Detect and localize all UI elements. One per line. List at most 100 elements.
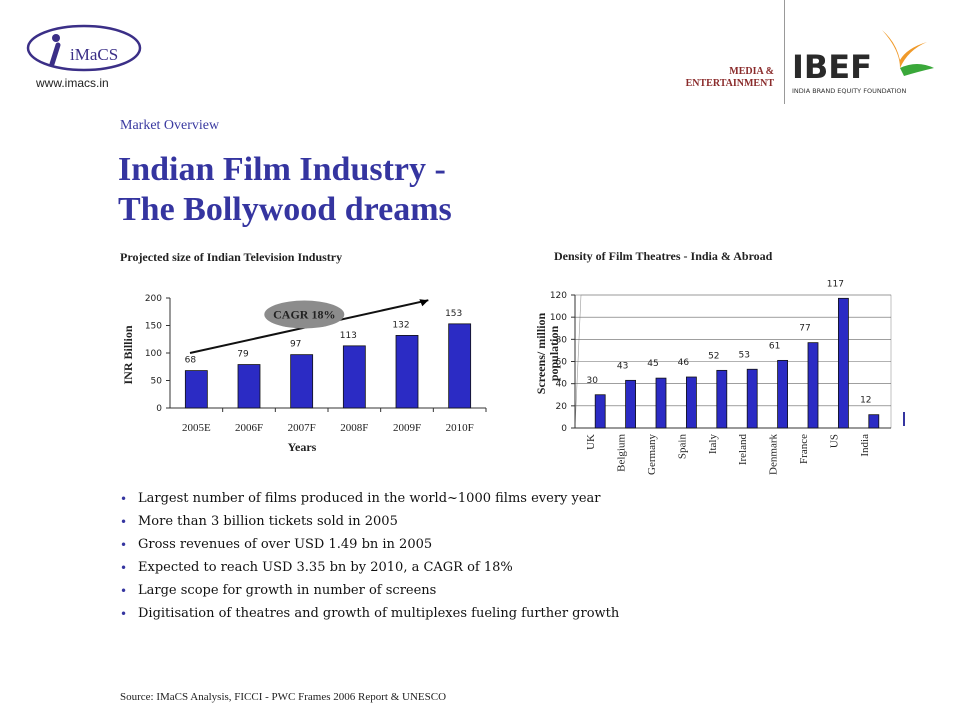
x-tick-label: 2009F	[393, 422, 421, 434]
bar	[837, 297, 849, 429]
x-tick-label: 2007F	[288, 422, 316, 434]
x-tick-label: Spain	[676, 434, 688, 460]
list-item: • Digitisation of theatres and growth of …	[118, 606, 619, 629]
page-title: Indian Film Industry - The Bollywood dre…	[118, 150, 452, 230]
y-tick-label: 200	[145, 294, 162, 304]
data-label: 30	[586, 376, 598, 386]
x-tick-label: Belgium	[616, 434, 628, 472]
list-item-text: Gross revenues of over USD 1.49 bn in 20…	[138, 537, 433, 552]
bar	[448, 323, 472, 409]
data-label: 61	[769, 341, 780, 351]
y-tick-label: 0	[561, 424, 567, 434]
imacs-logo-text: iMaCS	[70, 45, 118, 64]
y-tick-label: 150	[145, 322, 162, 332]
ibef-logo-mark: IBEF INDIA BRAND EQUITY FOUNDATION	[792, 30, 934, 95]
y-tick-label: 120	[550, 291, 567, 301]
ibef-logo-subtitle: INDIA BRAND EQUITY FOUNDATION	[792, 87, 907, 95]
data-label: 43	[617, 361, 628, 371]
x-tick-label: France	[798, 434, 810, 464]
x-tick-label: India	[859, 434, 871, 457]
bar	[594, 394, 606, 429]
chart2-title: Density of Film Theatres - India & Abroa…	[554, 249, 773, 263]
list-item: • Gross revenues of over USD 1.49 bn in 2…	[118, 537, 619, 560]
data-label: 45	[647, 359, 658, 369]
x-tick-label: Denmark	[768, 434, 780, 475]
x-tick-label: Ireland	[737, 434, 749, 466]
data-label: 117	[827, 279, 844, 289]
y-axis-label: INR Billion	[121, 325, 135, 384]
y-axis-label-line: population	[547, 325, 561, 381]
key-points-list: • Largest number of films produced in the…	[118, 491, 619, 629]
tv-industry-bar-chart: 0 50 100 150 200 68 2005E 79 2006F 97 2007F 113 2008…	[121, 294, 487, 454]
section-label-line2: ENTERTAINMENT	[685, 78, 774, 89]
y-tick-label: 50	[151, 377, 163, 387]
arrowhead-icon	[419, 299, 429, 307]
data-label: 68	[185, 356, 197, 366]
bar	[807, 342, 819, 429]
bullet-icon: •	[120, 492, 128, 506]
y-tick-label: 100	[145, 349, 162, 359]
list-item-text: Digitisation of theatres and growth of m…	[138, 606, 620, 621]
x-axis-label: Years	[288, 440, 317, 454]
x-tick-label: Germany	[646, 434, 658, 475]
list-item-text: Largest number of films produced in the …	[138, 491, 601, 506]
list-item: • Largest number of films produced in the…	[118, 491, 619, 514]
x-tick-label: Italy	[707, 434, 719, 455]
x-tick-label: 2006F	[235, 422, 263, 434]
bullet-icon: •	[120, 561, 128, 575]
source-note: Source: IMaCS Analysis, FICCI - PWC Fram…	[120, 691, 447, 703]
bar	[237, 364, 261, 409]
bar	[395, 335, 419, 409]
header-divider	[784, 0, 785, 104]
data-label: 12	[860, 396, 871, 406]
x-tick-label: 2005E	[182, 422, 211, 434]
bar	[342, 345, 366, 409]
bullet-icon: •	[120, 584, 128, 598]
list-item-text: Large scope for growth in number of scre…	[138, 583, 437, 598]
data-label: 79	[237, 350, 249, 360]
y-tick-label: 100	[550, 313, 567, 323]
data-label: 46	[678, 358, 690, 368]
decorative-mark	[903, 412, 905, 426]
y-tick-label: 20	[556, 402, 568, 412]
bar	[746, 368, 758, 429]
data-label: 132	[392, 320, 409, 330]
list-item-text: Expected to reach USD 3.35 bn by 2010, a…	[138, 560, 513, 575]
film-theatre-density-bar-chart: 0 20 40 60 80 100 120 30 UK 43 Belgium 45 Germany 46 S…	[534, 279, 892, 475]
x-tick-label: 2008F	[340, 422, 368, 434]
data-label: 77	[799, 324, 810, 334]
x-tick-label: US	[828, 434, 840, 448]
list-item: • Large scope for growth in number of scr…	[118, 583, 619, 606]
y-tick-label: 40	[556, 380, 568, 390]
data-label: 52	[708, 351, 719, 361]
cagr-annotation: CAGR 18%	[273, 308, 335, 322]
imacs-url[interactable]: www.imacs.in	[36, 76, 109, 90]
bar	[868, 414, 880, 429]
page-title-line2: The Bollywood dreams	[118, 191, 452, 228]
bar	[685, 376, 697, 429]
data-label: 153	[445, 309, 462, 319]
x-tick-label: UK	[585, 434, 597, 450]
ibef-logo-text: IBEF	[792, 48, 872, 86]
bar	[655, 377, 667, 429]
bullet-icon: •	[120, 607, 128, 621]
bullet-icon: •	[120, 515, 128, 529]
y-axis-label: Screens/ millionpopulation	[534, 312, 561, 394]
bar	[716, 369, 728, 429]
imacs-logo-mark: iMaCS	[26, 24, 142, 72]
bar	[290, 354, 314, 409]
section-label-line1: MEDIA &	[729, 66, 774, 77]
bar	[625, 379, 636, 429]
y-axis-label-line: Screens/ million	[534, 312, 548, 394]
data-label: 97	[290, 340, 301, 350]
y-tick-label: 60	[556, 358, 568, 368]
bullet-icon: •	[120, 538, 128, 552]
chart1-title: Projected size of Indian Television Indu…	[120, 250, 343, 264]
section-kicker: Market Overview	[120, 118, 220, 133]
cagr-badge	[264, 300, 345, 329]
x-tick-label: 2010F	[446, 422, 474, 434]
data-label: 113	[340, 331, 357, 341]
ibef-logo[interactable]: IBEF INDIA BRAND EQUITY FOUNDATION	[792, 20, 942, 100]
imacs-logo[interactable]: iMaCS www.imacs.in	[16, 18, 146, 98]
list-item-text: More than 3 billion tickets sold in 2005	[138, 514, 398, 529]
